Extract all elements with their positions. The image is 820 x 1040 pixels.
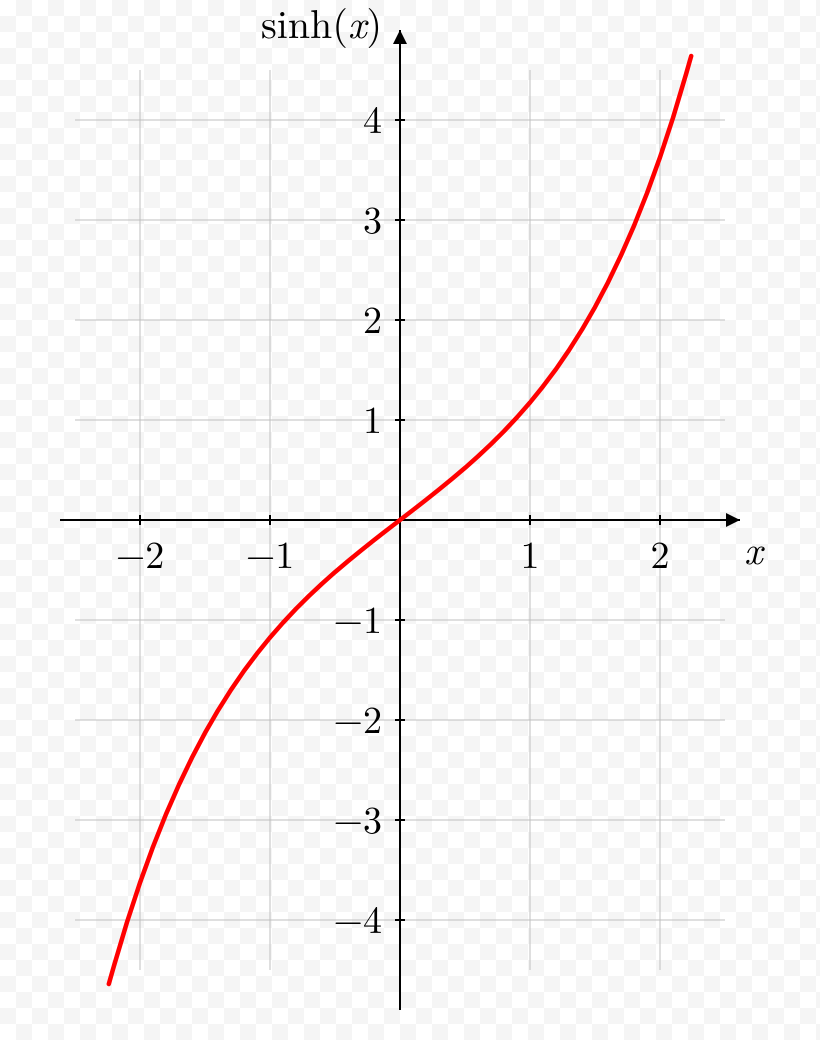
y-tick-label: 3	[363, 191, 382, 245]
labels-layer: sinh(x) x	[261, 0, 765, 576]
y-axis-arrow-icon	[393, 30, 407, 44]
y-tick-label: −1	[333, 591, 382, 645]
y-axis-label: sinh(x)	[261, 0, 382, 50]
x-axis-label: x	[744, 519, 765, 576]
x-tick-label: −2	[116, 526, 165, 580]
x-tick-label: −1	[246, 526, 295, 580]
y-tick-label: 1	[363, 391, 382, 445]
y-tick-label: 2	[363, 291, 382, 345]
y-tick-label: 4	[363, 91, 382, 145]
x-tick-label: 2	[650, 526, 669, 580]
y-tick-label: −3	[333, 791, 382, 845]
sinh-plot: −2 −1 1 2 −4 −3 −2 −1 1 2 3 4 sinh(x) x	[0, 0, 820, 1040]
y-tick-label: −4	[333, 891, 382, 945]
y-tick-label: −2	[333, 691, 382, 745]
ticks-layer: −2 −1 1 2 −4 −3 −2 −1 1 2 3 4	[116, 91, 670, 945]
x-tick-label: 1	[520, 526, 539, 580]
x-axis-arrow-icon	[726, 513, 740, 527]
